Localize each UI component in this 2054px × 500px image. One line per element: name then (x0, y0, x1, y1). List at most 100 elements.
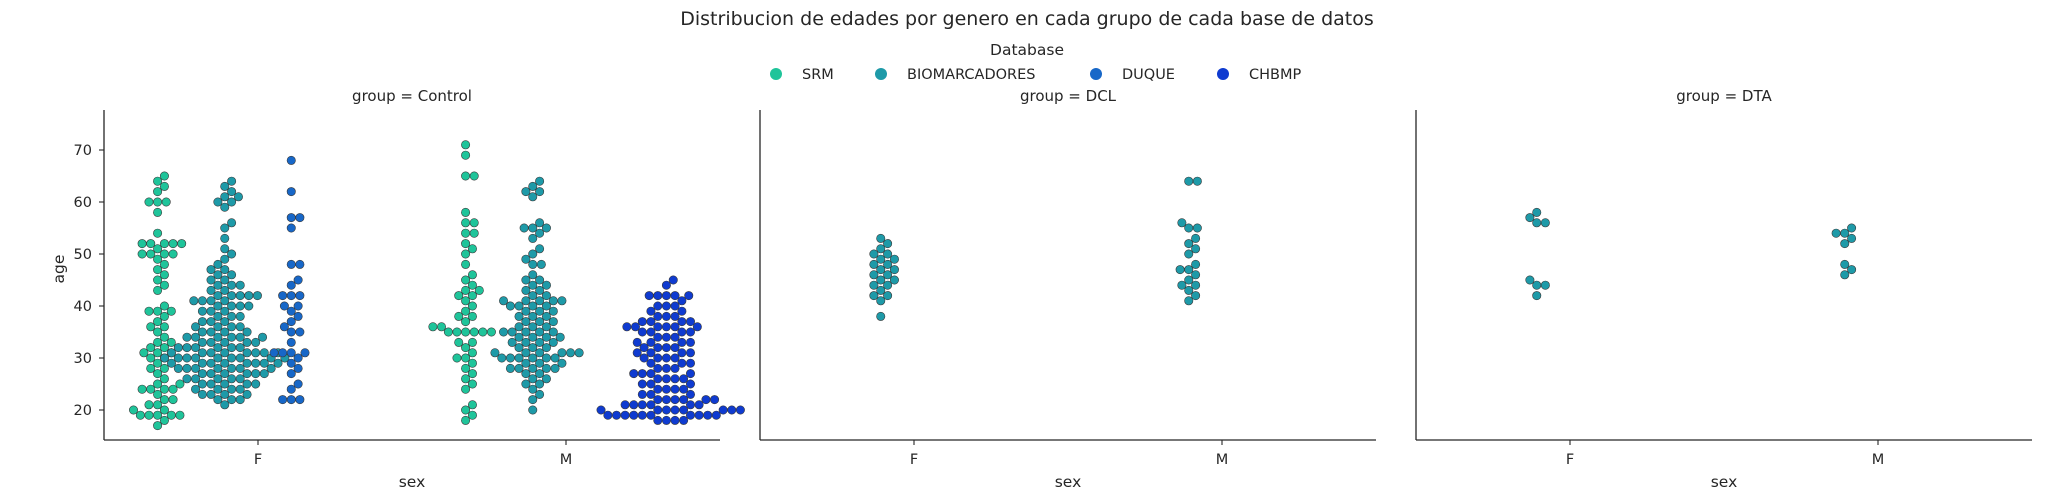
legend-title: Database (990, 41, 1064, 59)
data-point (548, 337, 558, 347)
data-point (220, 254, 230, 264)
data-point (637, 369, 647, 379)
data-point (469, 228, 479, 238)
data-point (883, 249, 893, 259)
data-point (206, 306, 216, 316)
data-point (182, 332, 192, 342)
data-point (461, 285, 471, 295)
data-point (153, 369, 163, 379)
data-point (883, 270, 893, 280)
data-point (596, 405, 606, 415)
data-point (159, 415, 169, 425)
data-point (146, 322, 156, 332)
data-point (474, 285, 484, 295)
data-point (469, 327, 479, 337)
data-point (461, 218, 471, 228)
data-point (661, 353, 671, 363)
data-point (206, 369, 216, 379)
data-point (227, 301, 237, 311)
data-point (528, 311, 538, 321)
data-point (528, 280, 538, 290)
data-point (286, 327, 296, 337)
data-point (153, 306, 163, 316)
data-point (629, 369, 639, 379)
data-point (159, 249, 169, 259)
data-point (191, 384, 201, 394)
data-point (206, 275, 216, 285)
data-point (166, 348, 176, 358)
data-point (685, 317, 695, 327)
data-point (670, 322, 680, 332)
data-point (159, 343, 169, 353)
data-point (668, 275, 678, 285)
data-point (1847, 223, 1857, 233)
data-point (286, 291, 296, 301)
data-point (266, 363, 276, 373)
data-point (869, 291, 879, 301)
data-point (467, 337, 477, 347)
data-point (173, 353, 183, 363)
data-point (144, 410, 154, 420)
data-point (242, 337, 252, 347)
data-point (670, 363, 680, 373)
legend-label: BIOMARCADORES (907, 67, 1035, 83)
data-point (146, 239, 156, 249)
data-point (1840, 239, 1850, 249)
data-point (206, 337, 216, 347)
data-point (685, 379, 695, 389)
data-point (535, 317, 545, 327)
data-point (159, 395, 169, 405)
data-point (1840, 228, 1850, 238)
data-point (173, 363, 183, 373)
data-point (548, 317, 558, 327)
data-point (461, 363, 471, 373)
data-point (679, 384, 689, 394)
data-point (528, 363, 538, 373)
data-point (639, 353, 649, 363)
data-point (467, 291, 477, 301)
data-point (620, 410, 630, 420)
x-tick-label: F (254, 452, 262, 468)
data-point (461, 343, 471, 353)
data-point (227, 374, 237, 384)
data-point (684, 291, 694, 301)
data-point (220, 348, 230, 358)
series-biomarcadores-m (1175, 176, 1202, 306)
data-point (220, 285, 230, 295)
data-point (144, 400, 154, 410)
data-point (461, 228, 471, 238)
data-point (677, 358, 687, 368)
data-point (206, 265, 216, 275)
data-point (227, 353, 237, 363)
data-point (869, 249, 879, 259)
data-point (876, 296, 886, 306)
data-point (220, 244, 230, 254)
data-point (876, 275, 886, 285)
data-point (535, 187, 545, 197)
legend-marker (875, 68, 887, 80)
data-point (153, 197, 163, 207)
data-point (278, 348, 288, 358)
data-point (603, 410, 613, 420)
data-point (166, 358, 176, 368)
data-point (153, 327, 163, 337)
data-point (135, 410, 145, 420)
data-point (1184, 239, 1194, 249)
data-point (541, 374, 551, 384)
data-point (514, 322, 524, 332)
data-point (548, 327, 558, 337)
data-point (486, 327, 496, 337)
data-point (467, 410, 477, 420)
data-point (139, 348, 149, 358)
y-axis-label: age (50, 255, 68, 284)
data-point (467, 311, 477, 321)
series-biomarcadores-f (160, 176, 290, 410)
x-tick-label: F (1566, 452, 1574, 468)
data-point (206, 348, 216, 358)
data-point (146, 343, 156, 353)
data-point (197, 306, 207, 316)
data-point (251, 379, 261, 389)
data-point (1840, 270, 1850, 280)
